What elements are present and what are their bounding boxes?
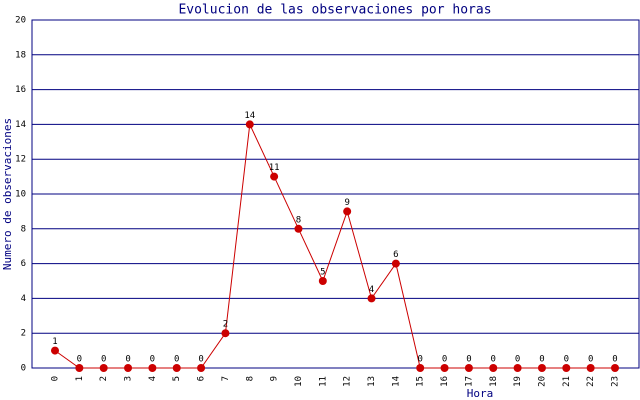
x-tick-label: 0 xyxy=(51,376,61,381)
data-label: 0 xyxy=(491,355,496,365)
x-tick-label: 2 xyxy=(99,376,109,381)
x-tick-label: 4 xyxy=(148,376,158,381)
data-point xyxy=(513,364,522,372)
x-tick-label: 12 xyxy=(343,376,353,387)
data-point xyxy=(124,364,133,372)
data-label: 4 xyxy=(369,285,374,295)
x-tick-label: 7 xyxy=(221,376,231,381)
x-tick-label: 11 xyxy=(318,376,328,387)
data-point xyxy=(148,364,157,372)
data-label: 0 xyxy=(442,355,447,365)
data-label: 0 xyxy=(174,355,179,365)
data-label: 1 xyxy=(52,337,57,347)
x-tick-label: 16 xyxy=(440,376,450,387)
data-label: 0 xyxy=(418,355,423,365)
data-point xyxy=(99,364,108,372)
x-tick-label: 5 xyxy=(172,376,182,381)
data-label: 0 xyxy=(101,355,106,365)
y-tick-label: 8 xyxy=(21,224,26,234)
data-point xyxy=(416,364,425,372)
data-point xyxy=(172,364,181,372)
data-point xyxy=(440,364,449,372)
x-tick-label: 1 xyxy=(75,376,85,381)
data-point xyxy=(489,364,498,372)
data-label: 6 xyxy=(393,250,398,260)
y-tick-label: 0 xyxy=(21,364,26,374)
data-point xyxy=(343,207,352,216)
data-label: 0 xyxy=(588,355,593,365)
data-point xyxy=(318,277,327,285)
chart-title: Evolucion de las observaciones por horas xyxy=(178,3,491,18)
x-tick-label: 20 xyxy=(537,376,547,387)
y-tick-label: 2 xyxy=(21,329,26,339)
data-point xyxy=(221,329,230,338)
data-label: 0 xyxy=(150,355,155,365)
x-tick-label: 19 xyxy=(513,376,523,387)
x-tick-label: 15 xyxy=(416,376,426,387)
data-label: 0 xyxy=(125,355,130,365)
data-point xyxy=(391,259,400,268)
data-point xyxy=(586,364,595,372)
y-axis-label: Numero de observaciones xyxy=(1,118,14,270)
x-tick-label: 14 xyxy=(391,376,401,387)
data-point xyxy=(51,346,59,355)
x-tick-label: 8 xyxy=(245,376,255,381)
x-tick-label: 23 xyxy=(611,376,621,387)
y-tick-label: 10 xyxy=(15,190,26,200)
y-tick-label: 18 xyxy=(15,50,26,60)
data-point xyxy=(464,364,473,372)
data-label: 9 xyxy=(344,198,349,208)
data-label: 2 xyxy=(223,320,228,330)
y-tick-label: 20 xyxy=(15,16,26,26)
x-tick-label: 9 xyxy=(270,376,280,381)
y-tick-label: 16 xyxy=(15,85,26,95)
y-tick-label: 6 xyxy=(21,259,26,269)
y-tick-label: 14 xyxy=(15,120,26,130)
data-point xyxy=(537,364,546,372)
x-tick-label: 18 xyxy=(489,376,499,387)
data-label: 0 xyxy=(612,355,617,365)
x-tick-label: 6 xyxy=(197,376,207,381)
data-label: 11 xyxy=(269,163,280,173)
x-tick-label: 10 xyxy=(294,376,304,387)
data-label: 0 xyxy=(539,355,544,365)
data-point xyxy=(562,364,571,372)
x-tick-label: 22 xyxy=(586,376,596,387)
data-label: 14 xyxy=(244,111,255,121)
y-tick-label: 4 xyxy=(21,294,26,304)
data-point xyxy=(611,364,619,372)
data-label: 0 xyxy=(198,355,203,365)
data-point xyxy=(367,294,376,303)
data-point xyxy=(294,224,303,233)
y-tick-label: 12 xyxy=(15,155,26,165)
data-point xyxy=(75,364,84,372)
x-tick-label: 17 xyxy=(464,376,474,387)
data-label: 0 xyxy=(77,355,82,365)
data-label: 0 xyxy=(564,355,569,365)
x-tick-label: 13 xyxy=(367,376,377,387)
x-tick-label: 21 xyxy=(562,376,572,387)
data-point xyxy=(270,172,279,181)
data-label: 0 xyxy=(515,355,520,365)
data-label: 8 xyxy=(296,215,301,225)
data-point xyxy=(197,364,206,372)
x-axis-label: Hora xyxy=(467,387,494,400)
data-label: 5 xyxy=(320,268,325,278)
data-label: 0 xyxy=(466,355,471,365)
data-point xyxy=(245,120,254,129)
x-tick-label: 3 xyxy=(124,376,134,381)
data-line xyxy=(54,122,615,369)
